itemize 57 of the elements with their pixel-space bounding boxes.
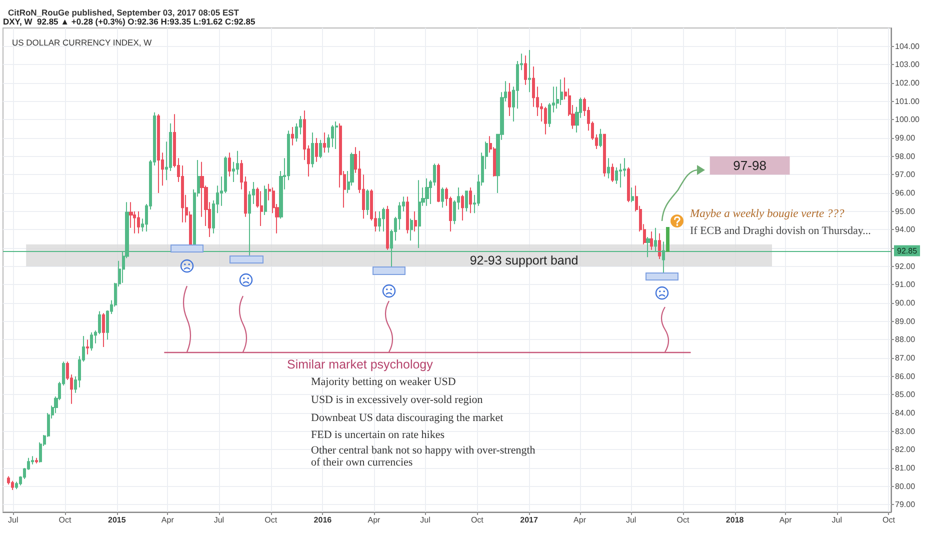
y-tick-label: 92.00 (895, 262, 916, 271)
annotation: FED is uncertain on rate hikes (311, 429, 444, 441)
y-tick-label: 90.00 (895, 298, 916, 308)
y-tick-label: 95.00 (895, 206, 916, 216)
y-tick-label: 101.00 (895, 96, 920, 106)
annotation: If ECB and Draghi dovish on Thursday... (690, 225, 872, 237)
x-tick-label: 2016 (314, 516, 332, 524)
y-tick-label: 99.00 (895, 134, 916, 142)
text: DXY, W 92.85 ▲ +0.28 (+0.3%) O:92.36 H:93.35 L:91.62 C:92.85 (3, 16, 256, 26)
x-tick-label: Jul (832, 516, 842, 524)
y-tick-label: 98.00 (895, 152, 916, 161)
annotation: Downbeat US data discouraging the market (311, 412, 504, 424)
y-tick-label: 100.00 (895, 115, 920, 124)
x-tick-label: Apr (161, 516, 174, 524)
ref-line-label: 92.85 (897, 246, 918, 256)
band-label: 97-98 (733, 158, 766, 173)
x-tick-label: Oct (264, 516, 278, 524)
x-tick-label: Apr (574, 516, 586, 524)
x-tick-label: Jul (214, 516, 224, 524)
y-tick-label: 96.00 (895, 188, 916, 198)
y-tick-label: 82.00 (895, 445, 916, 454)
x-tick-label: 2015 (108, 516, 126, 524)
annotation: USD is in excessively over-sold region (311, 394, 484, 406)
y-tick-label: 88.00 (895, 335, 916, 344)
annotation: Other central bank not so happy with over-strength of their own currencies (311, 444, 536, 468)
y-tick-label: 102.00 (895, 78, 920, 88)
y-tick-label: 103.00 (895, 60, 920, 70)
y-tick-label: 83.00 (895, 426, 916, 436)
y-tick-label: 81.00 (895, 464, 916, 472)
y-tick-label: 80.00 (895, 482, 916, 491)
y-tick-label: 79.00 (895, 500, 916, 510)
x-tick-label: 2018 (726, 516, 744, 524)
x-tick-label: Oct (676, 516, 690, 524)
x-tick-label: Oct (58, 516, 72, 524)
chart-subtitle: CitRoN_RouGe published, September 03, 2017 08:05 EST (8, 8, 240, 18)
y-tick-label: 89.00 (895, 316, 916, 326)
text: US DOLLAR CURRENCY INDEX, W (12, 38, 152, 48)
x-tick-label: 2017 (520, 516, 538, 524)
x-tick-label: Oct (882, 516, 896, 524)
band-label: 92-93 support band (470, 253, 578, 268)
x-tick-label: Jul (626, 516, 636, 524)
y-tick-label: 94.00 (895, 225, 916, 234)
annotation: Majority betting on weaker USD (311, 376, 456, 388)
x-tick-label: Jul (420, 516, 431, 524)
annotation: Maybe a weekly bougie verte ??? (689, 208, 844, 220)
y-tick-label: 84.00 (895, 408, 916, 418)
y-tick-label: 85.00 (895, 390, 916, 400)
x-tick-label: Apr (779, 516, 792, 524)
x-tick-label: Oct (470, 516, 484, 524)
y-tick-label: 86.00 (895, 372, 916, 381)
x-tick-label: Apr (368, 516, 381, 524)
y-tick-label: 104.00 (895, 42, 920, 51)
y-tick-label: 87.00 (895, 354, 916, 362)
y-tick-label: 91.00 (895, 280, 916, 290)
x-tick-label: Jul (8, 516, 18, 524)
annotation: Similar market psychology (287, 357, 434, 372)
y-tick-label: 97.00 (895, 170, 916, 180)
